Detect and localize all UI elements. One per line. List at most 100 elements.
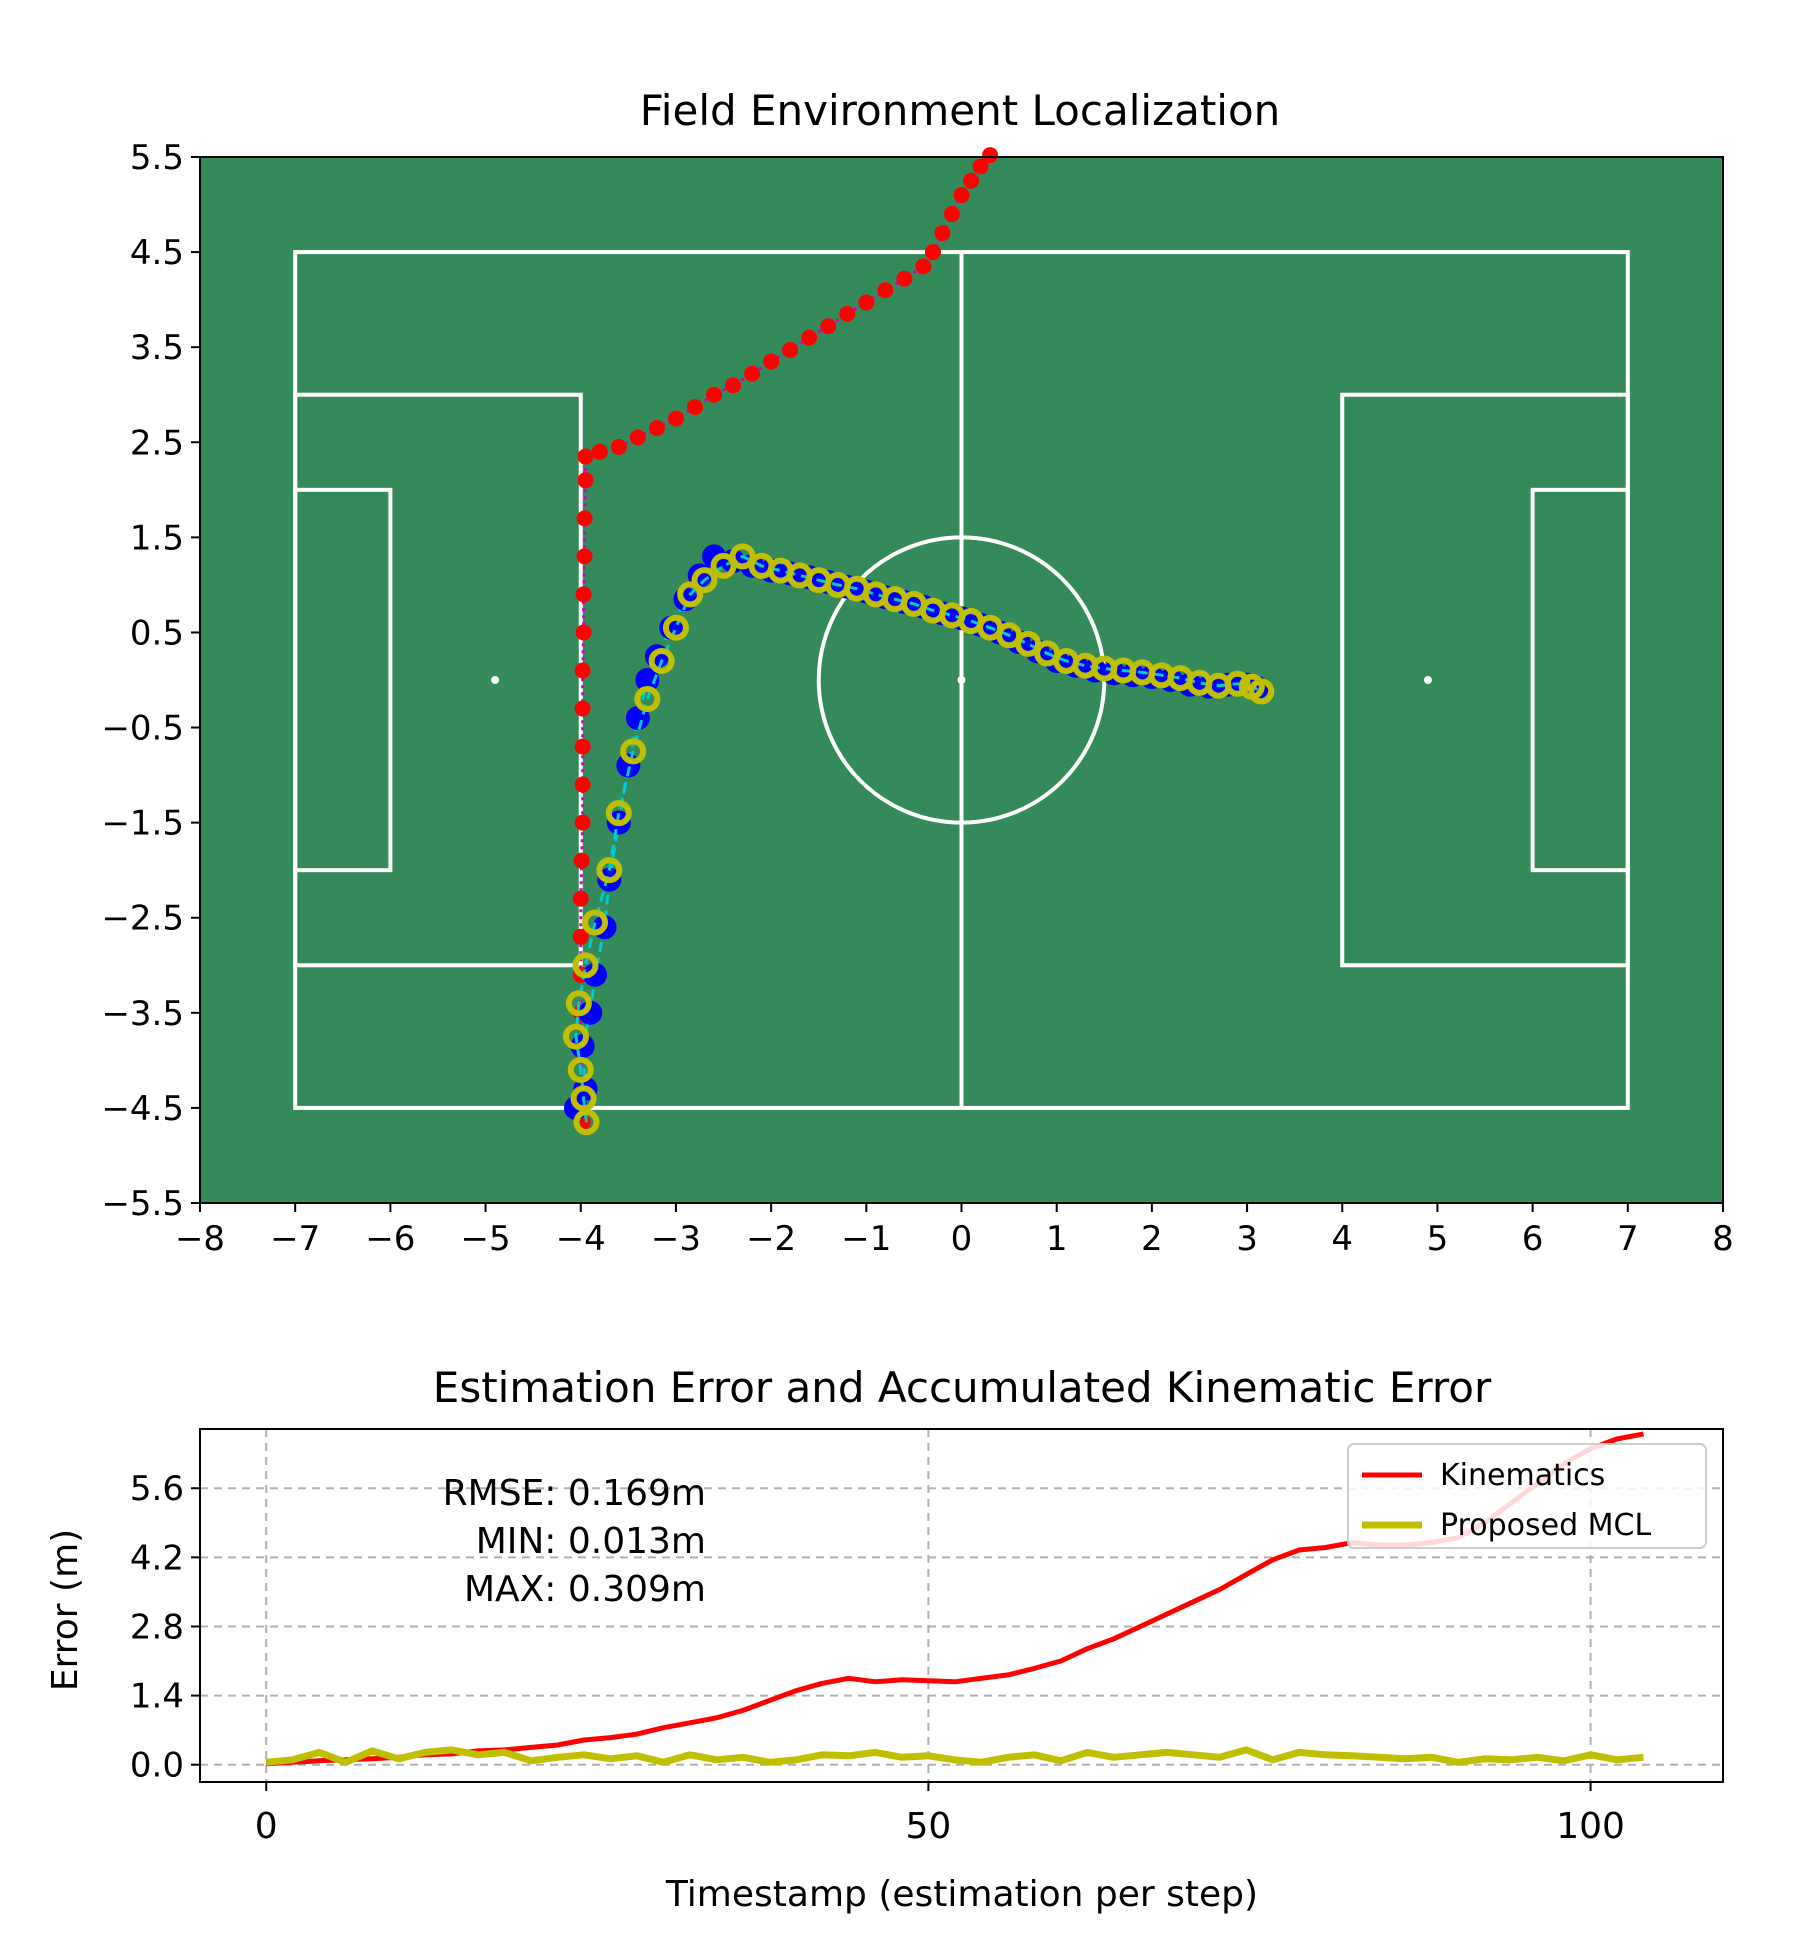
y-tick-label: 1.5 (130, 518, 184, 558)
x-tick-label: 3 (1236, 1219, 1258, 1259)
y-tick-label: 5.5 (130, 138, 184, 178)
x-tick-label: 4 (1331, 1219, 1353, 1259)
x-tick-label: −6 (365, 1219, 415, 1259)
x-tick-label: −1 (841, 1219, 891, 1259)
trajectory-marker (686, 399, 703, 416)
trajectory-marker (710, 552, 737, 579)
trajectory-marker (596, 857, 623, 884)
trajectory-marker (963, 172, 980, 189)
x-tick-label: 0 (255, 1806, 278, 1847)
trajectory-marker (605, 800, 632, 827)
x-tick-label: −2 (746, 1219, 796, 1259)
trajectory-marker (801, 329, 818, 346)
trajectory-marker (1248, 678, 1275, 705)
trajectory-marker (565, 990, 592, 1017)
trajectory-marker (763, 353, 780, 370)
y-tick-label: 2.8 (130, 1607, 184, 1647)
y-tick-label: −3.5 (101, 994, 184, 1034)
field-spot (491, 676, 500, 684)
y-tick-label: −4.5 (101, 1089, 184, 1129)
x-tick-label: 5 (1427, 1219, 1449, 1259)
trajectory-marker (583, 962, 608, 987)
x-tick-label: 2 (1141, 1219, 1163, 1259)
trajectory-marker (691, 567, 718, 594)
trajectory-marker (577, 448, 594, 465)
y-tick-label: 5.6 (130, 1469, 184, 1509)
field-spot (957, 676, 966, 684)
field-goal-area-right (1530, 487, 1630, 873)
trajectory-marker (706, 386, 723, 403)
legend-box (1347, 1443, 1707, 1549)
y-tick-label: −1.5 (101, 804, 184, 844)
y-tick-label: 0.5 (130, 613, 184, 653)
x-tick-label: 8 (1712, 1219, 1734, 1259)
y-tick-label: 4.5 (130, 233, 184, 273)
trajectory-marker (610, 439, 627, 456)
trajectory-marker (577, 472, 594, 489)
trajectory-marker (570, 1085, 597, 1112)
y-tick-label: 3.5 (130, 328, 184, 368)
y-tick-label: −5.5 (101, 1184, 184, 1224)
y-tick-label: 4.2 (130, 1538, 184, 1578)
trajectory-marker (591, 443, 608, 460)
error-axes: 0 50 100 0.0 1.4 2.8 4.2 5.6 (130, 1428, 1724, 1847)
x-tick-label: 1 (1046, 1219, 1068, 1259)
trajectory-marker (934, 225, 951, 242)
trajectory-marker (1015, 630, 1042, 657)
trajectory-marker (576, 548, 593, 565)
y-tick-label: 2.5 (130, 423, 184, 463)
trajectory-line-2 (574, 554, 1262, 1123)
trajectory-marker (574, 738, 591, 755)
y-tick-label: −0.5 (101, 709, 184, 749)
trajectory-marker (567, 1056, 594, 1083)
trajectory-marker (620, 738, 647, 765)
trajectory-marker (575, 586, 592, 603)
trajectory-marker (782, 342, 799, 359)
error-series-line-proposed-mcl (265, 1746, 1644, 1766)
field-axes: −8 −7 −6 −5 −4 −3 −2 −1 0 1 2 3 4 5 6 7 8 5.5 4.5 3.5 2.5 1.5… (101, 138, 1733, 1259)
min-annotation: MIN: 0.013m (476, 1521, 706, 1562)
x-tick-label: −7 (270, 1219, 320, 1259)
error-stats-annotations: RMSE: 0.169m MIN: 0.013m MAX: 0.309m (443, 1473, 706, 1610)
x-tick-label: 0 (951, 1219, 973, 1259)
trajectory-marker (634, 686, 661, 713)
trajectory-marker (574, 776, 591, 793)
trajectory-marker (839, 305, 856, 322)
error-x-axis-label: Timestamp (estimation per step) (665, 1874, 1258, 1915)
trajectory-marker (574, 662, 591, 679)
trajectory-marker (877, 282, 894, 299)
top-chart-title: Field Environment Localization (640, 86, 1281, 135)
max-annotation: MAX: 0.309m (464, 1569, 706, 1610)
error-legend: Kinematics Proposed MCL (1347, 1443, 1707, 1549)
trajectory-marker (575, 624, 592, 641)
field-localization-chart: Field Environment Localization −8 −7 −6 −5 −… (101, 86, 1733, 1259)
trajectory-marker (574, 814, 591, 831)
trajectory-marker (896, 270, 913, 287)
trajectory-marker (629, 429, 646, 446)
error-plot-frame (199, 1428, 1724, 1783)
legend-label: Proposed MCL (1440, 1508, 1651, 1543)
x-tick-label: 100 (1556, 1806, 1625, 1847)
trajectory-marker (725, 377, 742, 394)
trajectory-marker (702, 544, 727, 569)
x-tick-label: −5 (461, 1219, 511, 1259)
trajectory-marker (644, 644, 669, 669)
y-tick-label: −2.5 (101, 899, 184, 939)
bottom-chart-title: Estimation Error and Accumulated Kinemat… (433, 1363, 1492, 1412)
x-tick-label: −4 (556, 1219, 606, 1259)
trajectory-marker (572, 952, 599, 979)
trajectory-marker (582, 909, 609, 936)
trajectory-marker (574, 700, 591, 717)
trajectory-marker (924, 244, 941, 261)
rmse-annotation: RMSE: 0.169m (443, 1473, 706, 1514)
x-tick-label: −8 (175, 1219, 225, 1259)
field-plot-area (200, 147, 1723, 1203)
trajectory-marker (572, 928, 589, 945)
field-goal-area-left (293, 487, 393, 873)
trajectory-marker (572, 890, 589, 907)
trajectory-marker (972, 158, 989, 175)
x-tick-label: 7 (1617, 1219, 1639, 1259)
trajectory-marker (943, 206, 960, 223)
trajectory-marker (578, 1000, 603, 1025)
